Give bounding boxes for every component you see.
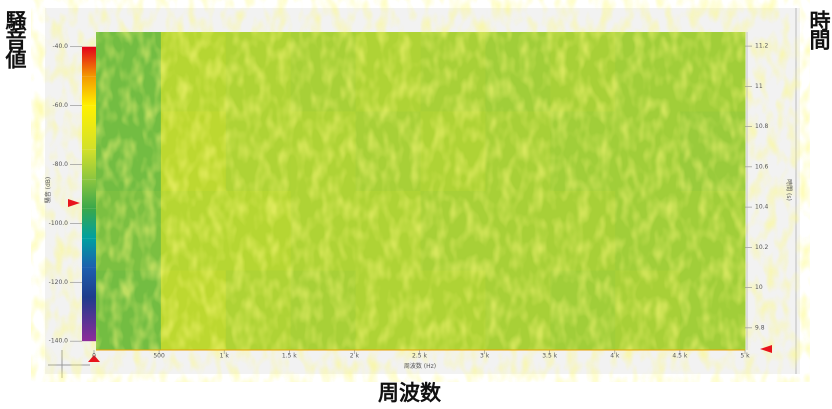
y2-tick-label: 10.2 <box>755 244 769 251</box>
chart: 騒音 (dB) 時間 (s) 周波数 (Hz) -40.0 -60.0 -80.0 -… <box>0 0 832 409</box>
y-tick-label: -60.0 <box>52 102 68 109</box>
colorbar-segment <box>82 76 96 105</box>
y2-tick-label: 10.6 <box>755 163 769 170</box>
x-tick-label: 3 k <box>480 353 490 360</box>
colorbar-segment <box>82 179 96 208</box>
colorbar-segment <box>82 209 96 238</box>
colorbar-segment <box>82 106 96 150</box>
colorbar-segment <box>82 150 96 179</box>
texture <box>96 32 745 350</box>
x-tick-label: 0 <box>92 353 96 360</box>
page: {"chart_data":{"type":"heatmap", "y_labe… <box>0 0 832 409</box>
x-tick-label: 1.5 k <box>282 353 297 360</box>
y-tick-label: -80.0 <box>52 161 68 168</box>
x-tick-label: 4.5 k <box>672 353 687 360</box>
x-tick-label: 4 k <box>610 353 620 360</box>
x-tick-label: 3.5 k <box>542 353 557 360</box>
x-tick-label: 5 k <box>740 353 750 360</box>
x-tick-label: 2 k <box>350 353 360 360</box>
y-tick-label: -120.0 <box>49 279 69 286</box>
colorbar-segment <box>82 238 96 267</box>
x-tick-label: 2.5 k <box>412 353 427 360</box>
y2-tick-label: 10 <box>755 284 763 291</box>
y2-axis-title: 時間 (s) <box>785 179 793 201</box>
x-axis-title: 周波数 (Hz) <box>404 362 436 370</box>
y-tick-label: -100.0 <box>49 220 69 227</box>
y2-tick-label: 11 <box>755 83 763 90</box>
y2-tick-label: 10.8 <box>755 123 769 130</box>
colorbar-segment <box>82 268 96 297</box>
y-tick-label: -140.0 <box>49 338 69 345</box>
colorbar-segment <box>82 297 96 341</box>
colorbar-segment <box>82 47 96 76</box>
x-tick-label: 500 <box>153 353 165 360</box>
y2-tick-label: 10.4 <box>755 204 769 211</box>
y-axis-title: 騒音 (dB) <box>44 177 52 204</box>
y-tick-label: -40.0 <box>52 43 68 50</box>
y2-tick-label: 11.2 <box>755 43 769 50</box>
y2-tick-label: 9.8 <box>755 324 765 331</box>
x-tick-label: 1 k <box>220 353 230 360</box>
